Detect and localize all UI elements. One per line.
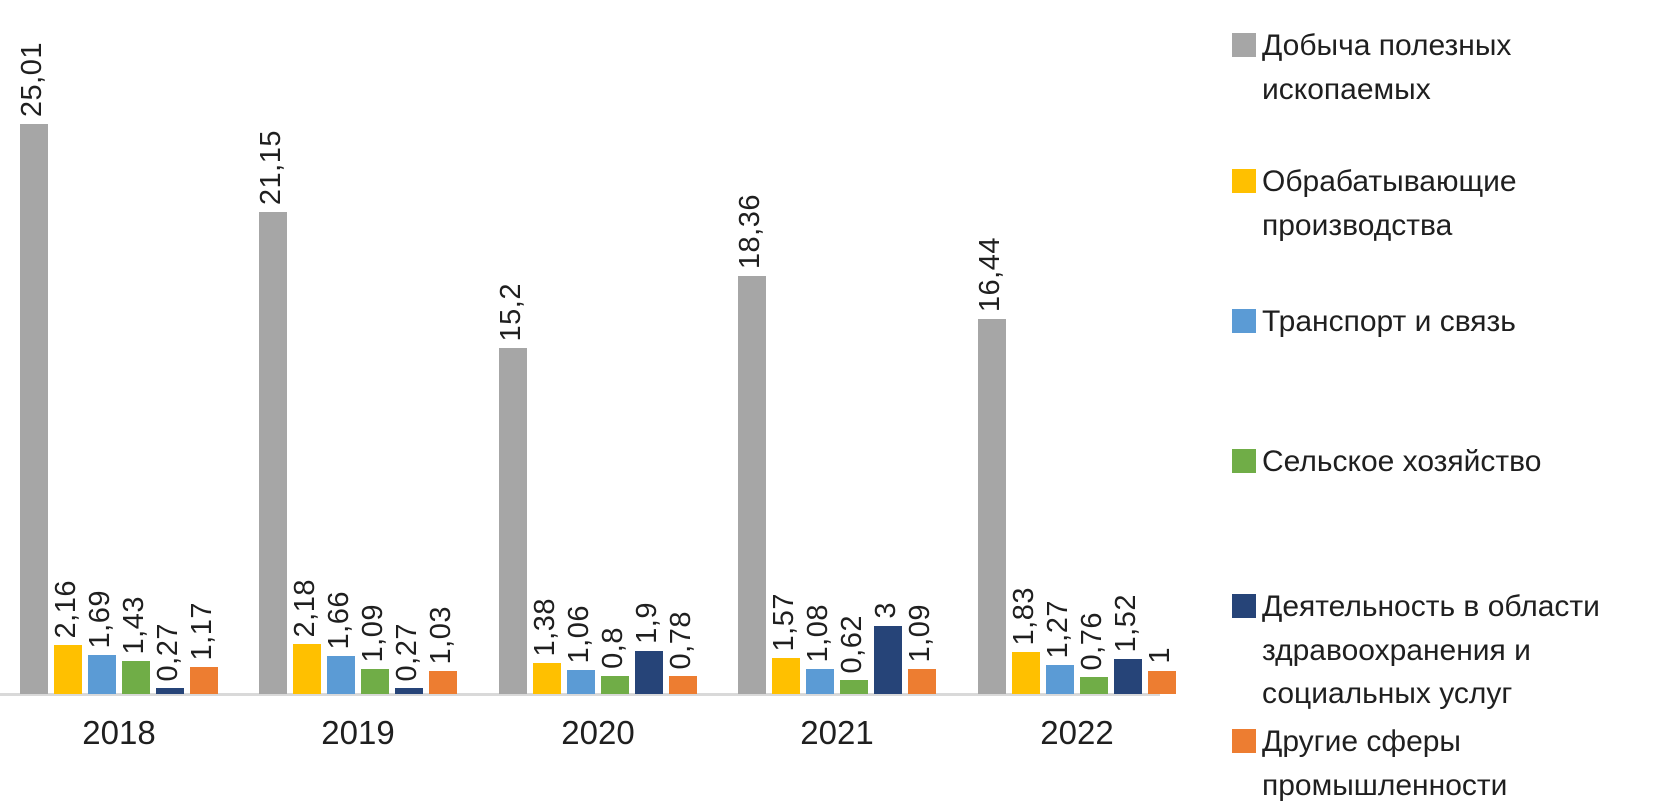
bar-segment	[533, 663, 561, 694]
bar-segment	[293, 644, 321, 694]
bar-value-label: 3	[870, 602, 902, 619]
bar-segment	[772, 658, 800, 694]
bar-segment	[156, 688, 184, 694]
bar-value-label: 0,27	[391, 622, 423, 681]
legend-swatch-icon	[1232, 33, 1256, 57]
bar-value-label: 21,15	[255, 129, 287, 205]
bar-value-label: 16,44	[974, 236, 1006, 312]
legend-item: Добыча полезных ископаемых	[1232, 24, 1652, 111]
bar-segment	[806, 669, 834, 694]
bar-value-label: 1,27	[1042, 599, 1074, 658]
bar-segment	[327, 656, 355, 694]
bar-value-label: 1,57	[768, 592, 800, 651]
bar-value-label: 0,8	[597, 627, 629, 669]
legend-swatch-icon	[1232, 594, 1256, 618]
bar-value-label: 1,52	[1110, 593, 1142, 652]
bar-value-label: 1,17	[186, 601, 218, 660]
bar-value-label: 1,38	[529, 597, 561, 656]
bar-value-label: 1,9	[631, 602, 663, 644]
legend-swatch-icon	[1232, 169, 1256, 193]
legend-item: Другие сферы промышленности	[1232, 720, 1652, 806]
bar-value-label: 2,16	[50, 579, 82, 638]
bar-segment	[1148, 671, 1176, 694]
bar-value-label: 1,66	[323, 590, 355, 649]
bar-segment	[1012, 652, 1040, 694]
legend-label: Сельское хозяйство	[1262, 445, 1542, 478]
bar-segment	[190, 667, 218, 694]
legend-label: Транспорт и связь	[1262, 305, 1516, 338]
bar-value-label: 18,36	[734, 193, 766, 269]
bar-segment	[1080, 677, 1108, 694]
bar-value-label: 1,69	[84, 589, 116, 648]
x-axis-label: 2019	[321, 714, 395, 751]
legend-item: Обрабатывающие производства	[1232, 160, 1652, 247]
plot-area: 25,01 2,16 1,69 1,43 0,27 1,17 2018 21,15 2,18 1,…	[0, 41, 1176, 751]
bar-segment	[122, 661, 150, 694]
bar-segment	[601, 676, 629, 694]
bar-segment	[840, 680, 868, 694]
legend-label: Деятельность в области здравоохранения и…	[1262, 590, 1600, 710]
bar-value-label: 1,43	[118, 595, 150, 654]
bar-segment	[20, 124, 48, 694]
bar-value-label: 1,06	[563, 604, 595, 663]
bar-value-label: 1,08	[802, 603, 834, 662]
bar-value-label: 1,09	[357, 603, 389, 662]
bar-value-label: 1,09	[904, 603, 936, 662]
bar-segment	[635, 651, 663, 694]
bar-segment	[874, 626, 902, 694]
bar-value-label: 15,2	[495, 282, 527, 341]
bar-segment	[908, 669, 936, 694]
bar-value-label: 2,18	[289, 578, 321, 637]
bar-value-label: 0,78	[665, 610, 697, 669]
x-axis-label: 2020	[561, 714, 635, 751]
bar-value-label: 0,27	[152, 622, 184, 681]
bar-segment	[88, 655, 116, 694]
bar-segment	[978, 319, 1006, 694]
bar-segment	[1046, 665, 1074, 694]
bar-value-label: 1	[1144, 647, 1176, 664]
bar-value-label: 0,76	[1076, 611, 1108, 670]
x-axis-label: 2021	[800, 714, 874, 751]
bar-segment	[567, 670, 595, 694]
x-axis-line	[0, 693, 1160, 696]
x-axis-label: 2022	[1040, 714, 1114, 751]
bar-segment	[429, 671, 457, 694]
bar-value-label: 25,01	[16, 41, 48, 117]
bar-value-label: 1,83	[1008, 586, 1040, 645]
legend-item: Сельское хозяйство	[1232, 440, 1652, 484]
legend-item: Деятельность в области здравоохранения и…	[1232, 585, 1652, 716]
bar-segment	[361, 669, 389, 694]
x-axis-label: 2018	[82, 714, 156, 751]
legend: Добыча полезных ископаемых Обрабатывающие…	[1232, 0, 1654, 806]
bar-value-label: 0,62	[836, 614, 868, 673]
legend-swatch-icon	[1232, 309, 1256, 333]
bar-segment	[259, 212, 287, 694]
legend-label: Другие сферы промышленности	[1262, 725, 1508, 802]
legend-label: Добыча полезных ископаемых	[1262, 29, 1512, 106]
bar-segment	[395, 688, 423, 694]
bar-segment	[1114, 659, 1142, 694]
legend-label: Обрабатывающие производства	[1262, 165, 1517, 242]
bar-segment	[669, 676, 697, 694]
bar-segment	[738, 276, 766, 694]
legend-swatch-icon	[1232, 449, 1256, 473]
bar-segment	[499, 348, 527, 694]
bar-segment	[54, 645, 82, 694]
bar-value-label: 1,03	[425, 605, 457, 664]
legend-item: Транспорт и связь	[1232, 300, 1652, 344]
legend-swatch-icon	[1232, 729, 1256, 753]
